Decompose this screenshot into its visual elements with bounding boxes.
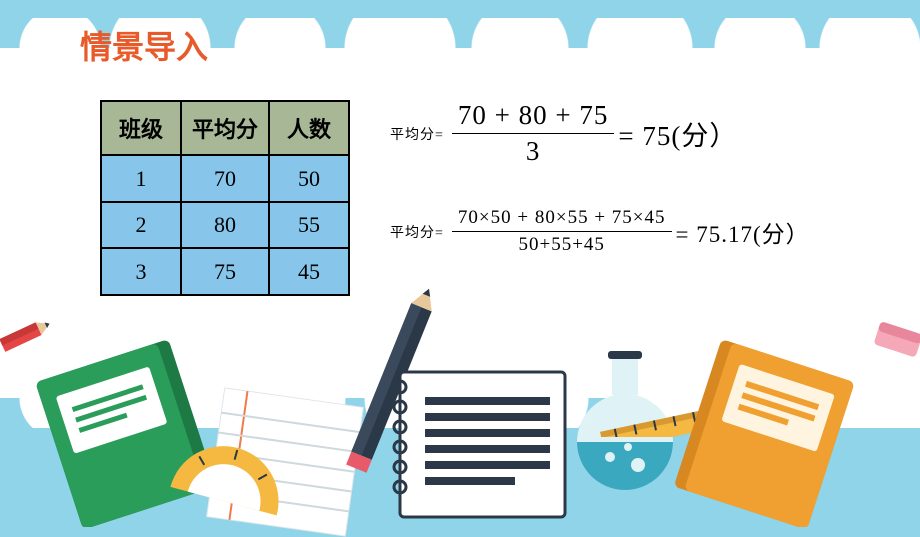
orange-book-icon — [670, 337, 860, 527]
table-header-row: 班级 平均分 人数 — [101, 101, 349, 155]
page-title: 情景导入 — [80, 22, 208, 68]
formula-label: 平均分= — [390, 124, 444, 144]
formulas-area: 平均分= 70 + 80 + 75 3 = 75(分） 平均分= 70×50 +… — [390, 100, 890, 296]
fraction: 70 + 80 + 75 3 — [452, 100, 614, 167]
main-content: 班级 平均分 人数 1 70 50 2 80 55 3 75 45 平均分= 7… — [100, 100, 890, 296]
col-class: 班级 — [101, 101, 181, 155]
pink-eraser-icon — [870, 318, 920, 363]
fraction: 70×50 + 80×55 + 75×45 50+55+45 — [452, 207, 672, 256]
simple-average-formula: 平均分= 70 + 80 + 75 3 = 75(分） — [390, 100, 890, 167]
weighted-average-formula: 平均分= 70×50 + 80×55 + 75×45 50+55+45 = 75… — [390, 207, 890, 256]
score-table: 班级 平均分 人数 1 70 50 2 80 55 3 75 45 — [100, 100, 350, 296]
table-row: 3 75 45 — [101, 248, 349, 295]
table-row: 1 70 50 — [101, 155, 349, 202]
protractor-icon — [165, 437, 295, 517]
formula-label: 平均分= — [390, 222, 444, 242]
col-count: 人数 — [269, 101, 349, 155]
col-average: 平均分 — [181, 101, 269, 155]
table-row: 2 80 55 — [101, 202, 349, 249]
coil-notebook-icon — [380, 357, 580, 527]
